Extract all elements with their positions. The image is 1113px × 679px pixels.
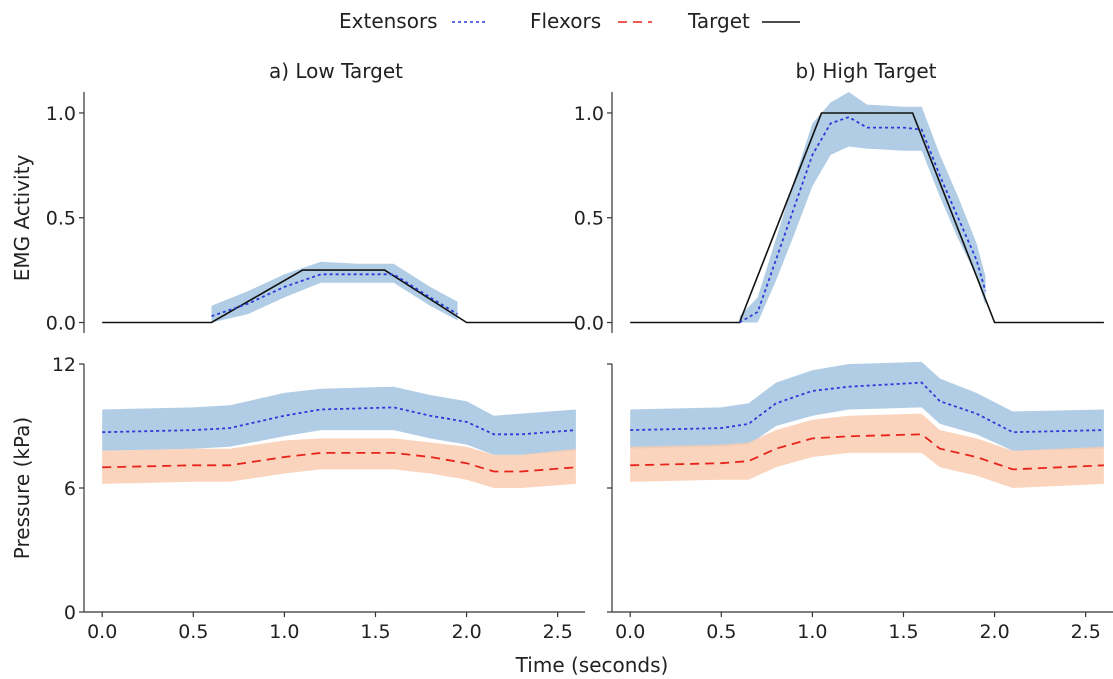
band-flexors (630, 413, 1104, 488)
panel-pressure-low-target: 0 6 12 0.0 0.5 1.0 1.5 2.0 2.5 (52, 354, 585, 643)
series-line-extensors (739, 116, 987, 324)
panel-emg-high-target: 0.0 0.5 1.0 (574, 92, 1104, 335)
x-tick-label: 0.5 (178, 621, 208, 643)
band-extensors (630, 361, 1104, 451)
series-line-flexors (630, 433, 1104, 471)
x-tick-label: 0.5 (706, 621, 736, 643)
panel-title-low-target: a) Low Target (269, 59, 403, 83)
series-line-extensors (630, 381, 1104, 434)
legend: Extensors Flexors Target (339, 9, 800, 33)
x-tick-label: 1.0 (797, 621, 827, 643)
y-axis-label-pressure: Pressure (kPa) (10, 417, 34, 559)
legend-label-target: Target (687, 9, 750, 33)
y-axis-label-emg: EMG Activity (10, 155, 34, 282)
y-tick-label: 1.0 (46, 103, 76, 125)
series-line-extensors (102, 406, 576, 436)
x-tick-label: 0.0 (87, 621, 117, 643)
panel-title-high-target: b) High Target (795, 59, 936, 83)
x-tick-label: 1.5 (360, 621, 390, 643)
x-tick-label: 2.5 (1071, 621, 1101, 643)
series-line-flexors (102, 451, 576, 473)
panel-emg-low-target: 0.0 0.5 1.0 (46, 92, 576, 335)
band-flexors (102, 438, 576, 488)
x-tick-label: 2.0 (451, 621, 481, 643)
x-tick-label: 0.0 (615, 621, 645, 643)
panel-pressure-high-target: 0.0 0.5 1.0 1.5 2.0 2.5 (607, 361, 1113, 643)
y-tick-label: 0.0 (574, 313, 604, 335)
y-tick-label: 6 (64, 478, 76, 500)
x-tick-label: 1.5 (888, 621, 918, 643)
band-extensors (102, 386, 576, 455)
y-tick-label: 12 (52, 354, 76, 376)
x-axis-label: Time (seconds) (515, 653, 669, 677)
legend-label-extensors: Extensors (339, 9, 438, 33)
y-tick-label: 0.0 (46, 313, 76, 335)
x-tick-label: 2.0 (979, 621, 1009, 643)
y-tick-label: 0.5 (574, 208, 604, 230)
y-tick-label: 0.5 (46, 208, 76, 230)
y-tick-label: 0 (64, 602, 76, 624)
x-tick-label: 1.0 (269, 621, 299, 643)
legend-label-flexors: Flexors (530, 9, 601, 33)
x-tick-label: 2.5 (543, 621, 573, 643)
series-line-target (630, 112, 1104, 324)
y-tick-label: 1.0 (574, 103, 604, 125)
series-line-target (102, 269, 576, 324)
band-extensors (739, 92, 986, 323)
